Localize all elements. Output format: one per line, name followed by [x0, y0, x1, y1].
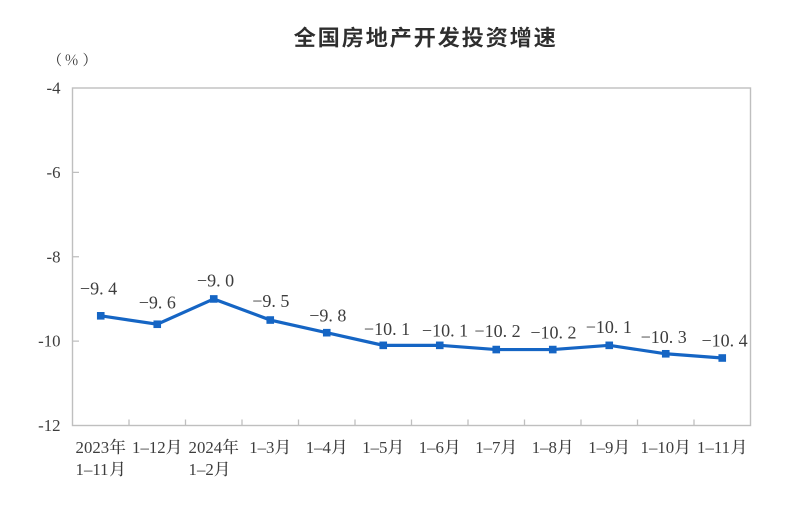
svg-text:1–8: 1–8	[532, 438, 557, 457]
svg-text:-4: -4	[47, 79, 62, 98]
svg-text:−10. 3: −10. 3	[641, 327, 687, 347]
svg-text:1–6: 1–6	[419, 438, 444, 457]
svg-text:1–9: 1–9	[588, 438, 613, 457]
svg-text:1–7: 1–7	[475, 438, 500, 457]
svg-text:-8: -8	[47, 247, 61, 266]
svg-text:−9. 8: −9. 8	[309, 305, 346, 325]
svg-text:1–5: 1–5	[362, 438, 387, 457]
svg-text:−10. 1: −10. 1	[364, 319, 410, 339]
svg-text:−9. 4: −9. 4	[80, 279, 117, 299]
svg-text:-10: -10	[38, 332, 60, 351]
svg-text:2024: 2024	[189, 438, 223, 457]
svg-text:−10. 1: −10. 1	[422, 320, 468, 340]
svg-text:−9. 5: −9. 5	[252, 291, 289, 311]
svg-text:−9. 6: −9. 6	[139, 293, 176, 313]
svg-text:-12: -12	[38, 416, 60, 435]
svg-text:1–11: 1–11	[76, 460, 109, 479]
svg-text:−10. 4: −10. 4	[702, 331, 748, 351]
svg-text:1–11: 1–11	[697, 438, 730, 457]
svg-text:−10. 1: −10. 1	[586, 317, 632, 337]
svg-text:1–3: 1–3	[249, 438, 274, 457]
svg-text:1–4: 1–4	[306, 438, 332, 457]
svg-text:1–2: 1–2	[189, 460, 214, 479]
svg-text:2023: 2023	[76, 438, 110, 457]
svg-text:1–10: 1–10	[641, 438, 675, 457]
svg-text:1–12: 1–12	[132, 438, 166, 457]
svg-text:-6: -6	[47, 163, 61, 182]
svg-text:−10. 2: −10. 2	[474, 321, 520, 341]
svg-text:−9. 0: −9. 0	[197, 270, 234, 290]
svg-text:−10. 2: −10. 2	[530, 323, 576, 343]
